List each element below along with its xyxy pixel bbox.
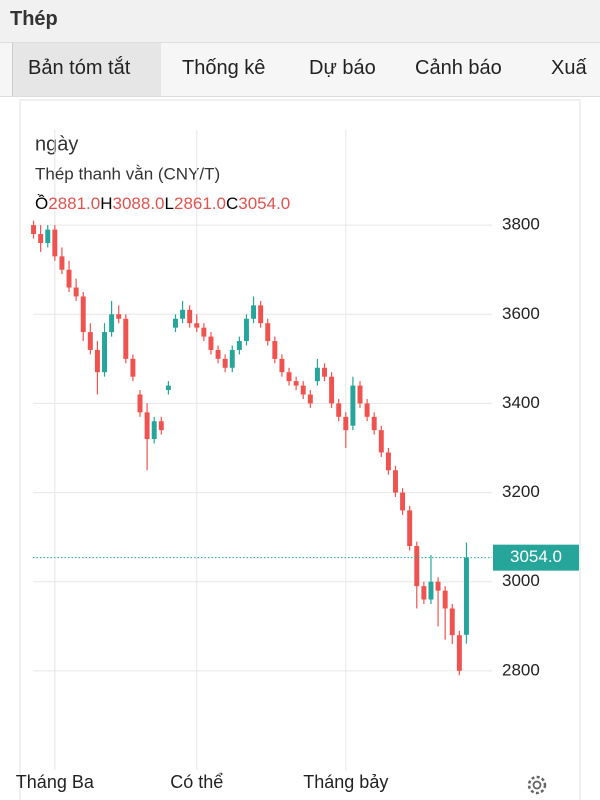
candle-body [357, 385, 363, 404]
candle-body [144, 412, 150, 440]
ohlc-key: C [225, 194, 239, 213]
candle-body [258, 305, 264, 324]
candle-body [336, 403, 342, 417]
candle-body [222, 358, 228, 368]
candle-body [293, 381, 299, 386]
candle-body [407, 510, 413, 547]
candle-body [400, 492, 406, 511]
candle-body [73, 287, 79, 297]
candle-body [123, 318, 129, 359]
candle-body [456, 635, 462, 671]
y-tick-label: 3400 [502, 393, 540, 412]
candle-body [201, 327, 207, 337]
last-price-label: 3054.0 [510, 547, 562, 566]
candle-body [286, 372, 292, 382]
candle-body [314, 367, 320, 382]
candle-body [137, 394, 143, 413]
candle-body [393, 470, 398, 493]
candle-body [272, 341, 278, 359]
candle-body [38, 234, 44, 243]
ohlc-value: 3088.0 [112, 194, 165, 213]
candle-body [428, 581, 434, 600]
tab[interactable]: Cảnh báo [415, 57, 502, 79]
candle-body [414, 546, 420, 587]
settings-icon[interactable] [527, 775, 547, 795]
ohlc-key: Ồ [35, 194, 49, 213]
candle-body [449, 608, 455, 636]
candle-body [243, 318, 249, 342]
y-tick-label: 2800 [502, 660, 540, 679]
candle-body [59, 256, 65, 270]
candle-body [442, 590, 448, 609]
candle-body [343, 416, 349, 431]
candle-body [173, 318, 178, 328]
candle-body [87, 332, 93, 350]
tab-bar: Bản tóm tắt Thống kê Dự báo Cảnh báo Xuấ [0, 42, 600, 97]
y-tick-label: 3000 [502, 571, 540, 590]
y-tick-label: 3200 [502, 482, 540, 501]
tab[interactable]: Xuấ [551, 57, 587, 79]
last-price-box [493, 544, 579, 571]
candle-body [215, 349, 221, 359]
candle-body [109, 314, 115, 333]
tab[interactable]: Bản tóm tắt [28, 57, 131, 79]
ohlc-legend: Ồ2881.0H3088.0L2861.0C3054.0 [35, 194, 290, 214]
candle-body [371, 416, 377, 431]
candle-body [350, 385, 356, 426]
candle-body [385, 452, 391, 471]
candle-body [165, 385, 171, 391]
candle-body [378, 430, 384, 453]
candle-body [130, 358, 136, 377]
candle-body [322, 367, 327, 377]
candle-body [307, 394, 313, 404]
candle-body [66, 269, 72, 288]
chart-title: Thép thanh vằn (CNY/T) [35, 164, 220, 183]
candle-body [52, 229, 58, 257]
candle-body [102, 332, 107, 373]
ohlc-key: H [100, 194, 113, 213]
interval: ngày [35, 133, 78, 155]
candle-body [94, 349, 100, 373]
candle-body [236, 341, 242, 350]
tab[interactable]: Dự báo [309, 57, 376, 79]
candle-body [329, 376, 335, 404]
ohlc-value: 2881.0 [48, 194, 101, 213]
candle-body [421, 586, 427, 600]
candle-body [300, 385, 306, 395]
candle-body [265, 323, 271, 342]
ohlc-value: 2861.0 [173, 194, 226, 213]
candle-body [279, 358, 285, 373]
candle-body [116, 314, 122, 319]
candle-body [194, 323, 200, 328]
selected-tab-bg [12, 43, 161, 96]
candle-body [208, 336, 214, 350]
candle-body [80, 296, 86, 333]
header-title: Thép [10, 8, 58, 30]
candle-body [45, 229, 51, 243]
candle-body [463, 557, 469, 635]
candle-body [31, 225, 37, 235]
chart-card [19, 99, 581, 800]
candle-body [435, 581, 441, 591]
ohlc-value: 3054.0 [238, 194, 291, 213]
candle-body [187, 309, 193, 324]
candle-body [180, 309, 186, 319]
candle-body [151, 421, 157, 440]
candle-body [364, 403, 370, 417]
y-tick-label: 3600 [502, 304, 540, 323]
x-tick-label: Tháng bảy [303, 772, 388, 792]
ohlc-key: L [164, 194, 174, 213]
candle-body [251, 305, 257, 319]
candle-body [158, 421, 164, 431]
app-header: Thép [0, 0, 600, 42]
x-tick-label: Có thể [170, 772, 223, 792]
candle-body [229, 349, 235, 368]
y-tick-label: 3800 [502, 215, 540, 234]
tab[interactable]: Thống kê [182, 57, 266, 79]
x-tick-label: Tháng Ba [16, 772, 95, 792]
